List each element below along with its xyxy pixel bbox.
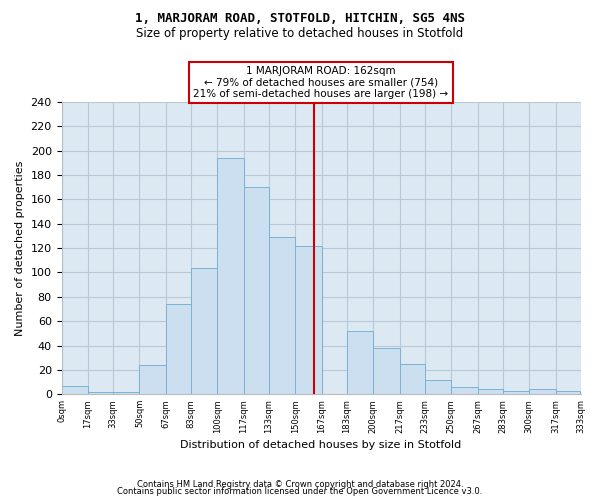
Bar [503,390,529,394]
Bar [139,365,166,394]
Text: 1, MARJORAM ROAD, STOTFOLD, HITCHIN, SG5 4NS: 1, MARJORAM ROAD, STOTFOLD, HITCHIN, SG5… [135,12,465,26]
Bar [373,348,400,394]
Bar [295,246,322,394]
Y-axis label: Number of detached properties: Number of detached properties [15,160,25,336]
Text: Contains HM Land Registry data © Crown copyright and database right 2024.: Contains HM Land Registry data © Crown c… [137,480,463,489]
Bar [425,380,451,394]
Bar [244,188,269,394]
Text: Contains public sector information licensed under the Open Government Licence v3: Contains public sector information licen… [118,487,482,496]
Bar [451,387,478,394]
Bar [529,390,556,394]
Bar [217,158,244,394]
Bar [556,390,580,394]
Text: 1 MARJORAM ROAD: 162sqm
← 79% of detached houses are smaller (754)
21% of semi-d: 1 MARJORAM ROAD: 162sqm ← 79% of detache… [193,66,449,99]
Bar [478,390,503,394]
Bar [62,386,88,394]
Bar [400,364,425,394]
Bar [347,331,373,394]
Text: Size of property relative to detached houses in Stotfold: Size of property relative to detached ho… [136,28,464,40]
Bar [191,268,217,394]
Bar [269,237,295,394]
Bar [113,392,139,394]
Bar [88,392,113,394]
X-axis label: Distribution of detached houses by size in Stotfold: Distribution of detached houses by size … [181,440,461,450]
Bar [166,304,191,394]
